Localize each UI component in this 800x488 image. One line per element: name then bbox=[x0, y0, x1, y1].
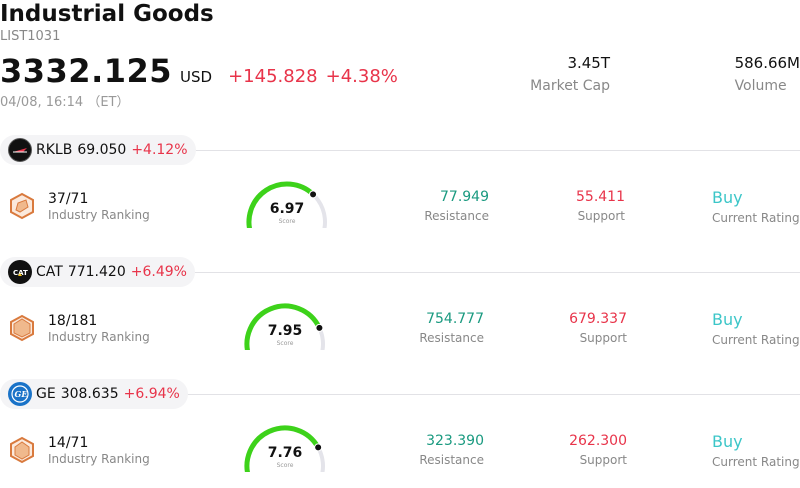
rating-stat[interactable]: Buy Current Rating bbox=[712, 432, 800, 469]
score-gauge bbox=[244, 425, 325, 472]
stock-pill[interactable]: RKLB 69.050 +4.12% bbox=[0, 135, 196, 165]
index-price: 3332.125 bbox=[0, 52, 173, 90]
stock-price: 771.420 bbox=[67, 264, 126, 280]
rating-value[interactable]: Buy bbox=[712, 188, 743, 207]
market-cap-stat: 3.45T Market Cap bbox=[530, 54, 610, 94]
resistance-stat: 77.949 Resistance bbox=[424, 189, 489, 223]
market-cap-label: Market Cap bbox=[530, 78, 610, 94]
market-cap-value: 3.45T bbox=[567, 54, 610, 72]
stock-header-ge[interactable]: GE GE 308.635 +6.94% bbox=[0, 379, 188, 409]
stock-price: 69.050 bbox=[77, 142, 127, 158]
score-gauge bbox=[246, 181, 327, 228]
stock-symbol: RKLB bbox=[36, 142, 73, 158]
stock-pill[interactable]: GE GE 308.635 +6.94% bbox=[0, 379, 188, 409]
support-value: 262.300 bbox=[569, 433, 627, 449]
rating-label: Current Rating bbox=[712, 211, 800, 225]
volume-stat: 586.66M Volume bbox=[735, 54, 800, 94]
resistance-label: Resistance bbox=[419, 453, 484, 467]
stock-change: +6.49% bbox=[130, 264, 187, 280]
rating-stat[interactable]: Buy Current Rating bbox=[712, 310, 800, 347]
volume-value: 586.66M bbox=[734, 54, 800, 72]
svg-text:GE: GE bbox=[15, 389, 29, 399]
index-change-pct: +4.38% bbox=[325, 66, 398, 87]
stock-header-rklb[interactable]: RKLB 69.050 +4.12% bbox=[0, 135, 196, 165]
support-stat: 262.300 Support bbox=[569, 433, 627, 467]
ranking-icon bbox=[10, 436, 34, 464]
rating-value[interactable]: Buy bbox=[712, 432, 743, 451]
index-change: +145.828 bbox=[228, 66, 318, 87]
rocket-lab-logo-icon bbox=[8, 138, 32, 162]
svg-text:CAT: CAT bbox=[13, 269, 28, 277]
score-gauge bbox=[244, 303, 325, 350]
support-label: Support bbox=[577, 209, 625, 223]
stock-change: +6.94% bbox=[123, 386, 180, 402]
caterpillar-logo-icon: CAT bbox=[8, 260, 32, 284]
gauge-marker bbox=[314, 443, 323, 452]
score-label: Score bbox=[276, 340, 294, 347]
ranking-value: 37/71 bbox=[48, 191, 89, 207]
section-divider bbox=[185, 394, 800, 395]
gauge-marker bbox=[309, 190, 318, 199]
rating-label: Current Rating bbox=[712, 455, 800, 469]
score-value: 7.76 bbox=[267, 445, 303, 461]
score-label: Score bbox=[278, 218, 296, 225]
rating-value[interactable]: Buy bbox=[712, 310, 743, 329]
support-value: 679.337 bbox=[569, 311, 627, 327]
list-code: LIST1031 bbox=[0, 29, 61, 44]
stock-pill[interactable]: CAT CAT 771.420 +6.49% bbox=[0, 257, 195, 287]
support-stat: 679.337 Support bbox=[569, 311, 627, 345]
ranking-label: Industry Ranking bbox=[48, 452, 150, 466]
stock-symbol: CAT bbox=[36, 264, 63, 280]
ranking-value: 18/181 bbox=[48, 313, 98, 329]
resistance-stat: 754.777 Resistance bbox=[419, 311, 484, 345]
rating-stat[interactable]: Buy Current Rating bbox=[712, 188, 800, 225]
stock-header-cat[interactable]: CAT CAT 771.420 +6.49% bbox=[0, 257, 195, 287]
section-divider bbox=[190, 272, 800, 273]
stock-price: 308.635 bbox=[60, 386, 119, 402]
ranking-value: 14/71 bbox=[48, 435, 89, 451]
gauge-fill bbox=[246, 181, 316, 228]
ge-logo-icon: GE bbox=[8, 382, 32, 406]
support-value: 55.411 bbox=[576, 189, 625, 205]
volume-label: Volume bbox=[734, 78, 787, 94]
page-title: Industrial Goods bbox=[0, 1, 214, 27]
gauge-marker bbox=[315, 323, 324, 332]
support-label: Support bbox=[579, 331, 627, 345]
gauge-fill bbox=[244, 425, 321, 472]
ranking-icon bbox=[10, 192, 34, 220]
score-label: Score bbox=[276, 462, 294, 469]
timestamp: 04/08, 16:14 （ET） bbox=[0, 95, 130, 110]
rating-label: Current Rating bbox=[712, 333, 800, 347]
score-value: 7.95 bbox=[267, 323, 303, 339]
resistance-stat: 323.390 Resistance bbox=[419, 433, 484, 467]
support-label: Support bbox=[579, 453, 627, 467]
stock-change: +4.12% bbox=[131, 142, 188, 158]
ranking-icon bbox=[10, 314, 34, 342]
support-stat: 55.411 Support bbox=[576, 189, 625, 223]
resistance-label: Resistance bbox=[419, 331, 484, 345]
ranking-label: Industry Ranking bbox=[48, 330, 150, 344]
score-value: 6.97 bbox=[269, 201, 305, 217]
resistance-label: Resistance bbox=[424, 209, 489, 223]
index-quote: 3332.125 USD +145.828 +4.38% bbox=[0, 52, 398, 90]
stock-symbol: GE bbox=[36, 386, 56, 402]
gauge-fill bbox=[244, 303, 322, 350]
currency-label: USD bbox=[180, 68, 213, 86]
ranking-label: Industry Ranking bbox=[48, 208, 150, 222]
resistance-value: 754.777 bbox=[426, 311, 484, 327]
section-divider bbox=[190, 150, 800, 151]
resistance-value: 77.949 bbox=[440, 189, 489, 205]
resistance-value: 323.390 bbox=[426, 433, 484, 449]
